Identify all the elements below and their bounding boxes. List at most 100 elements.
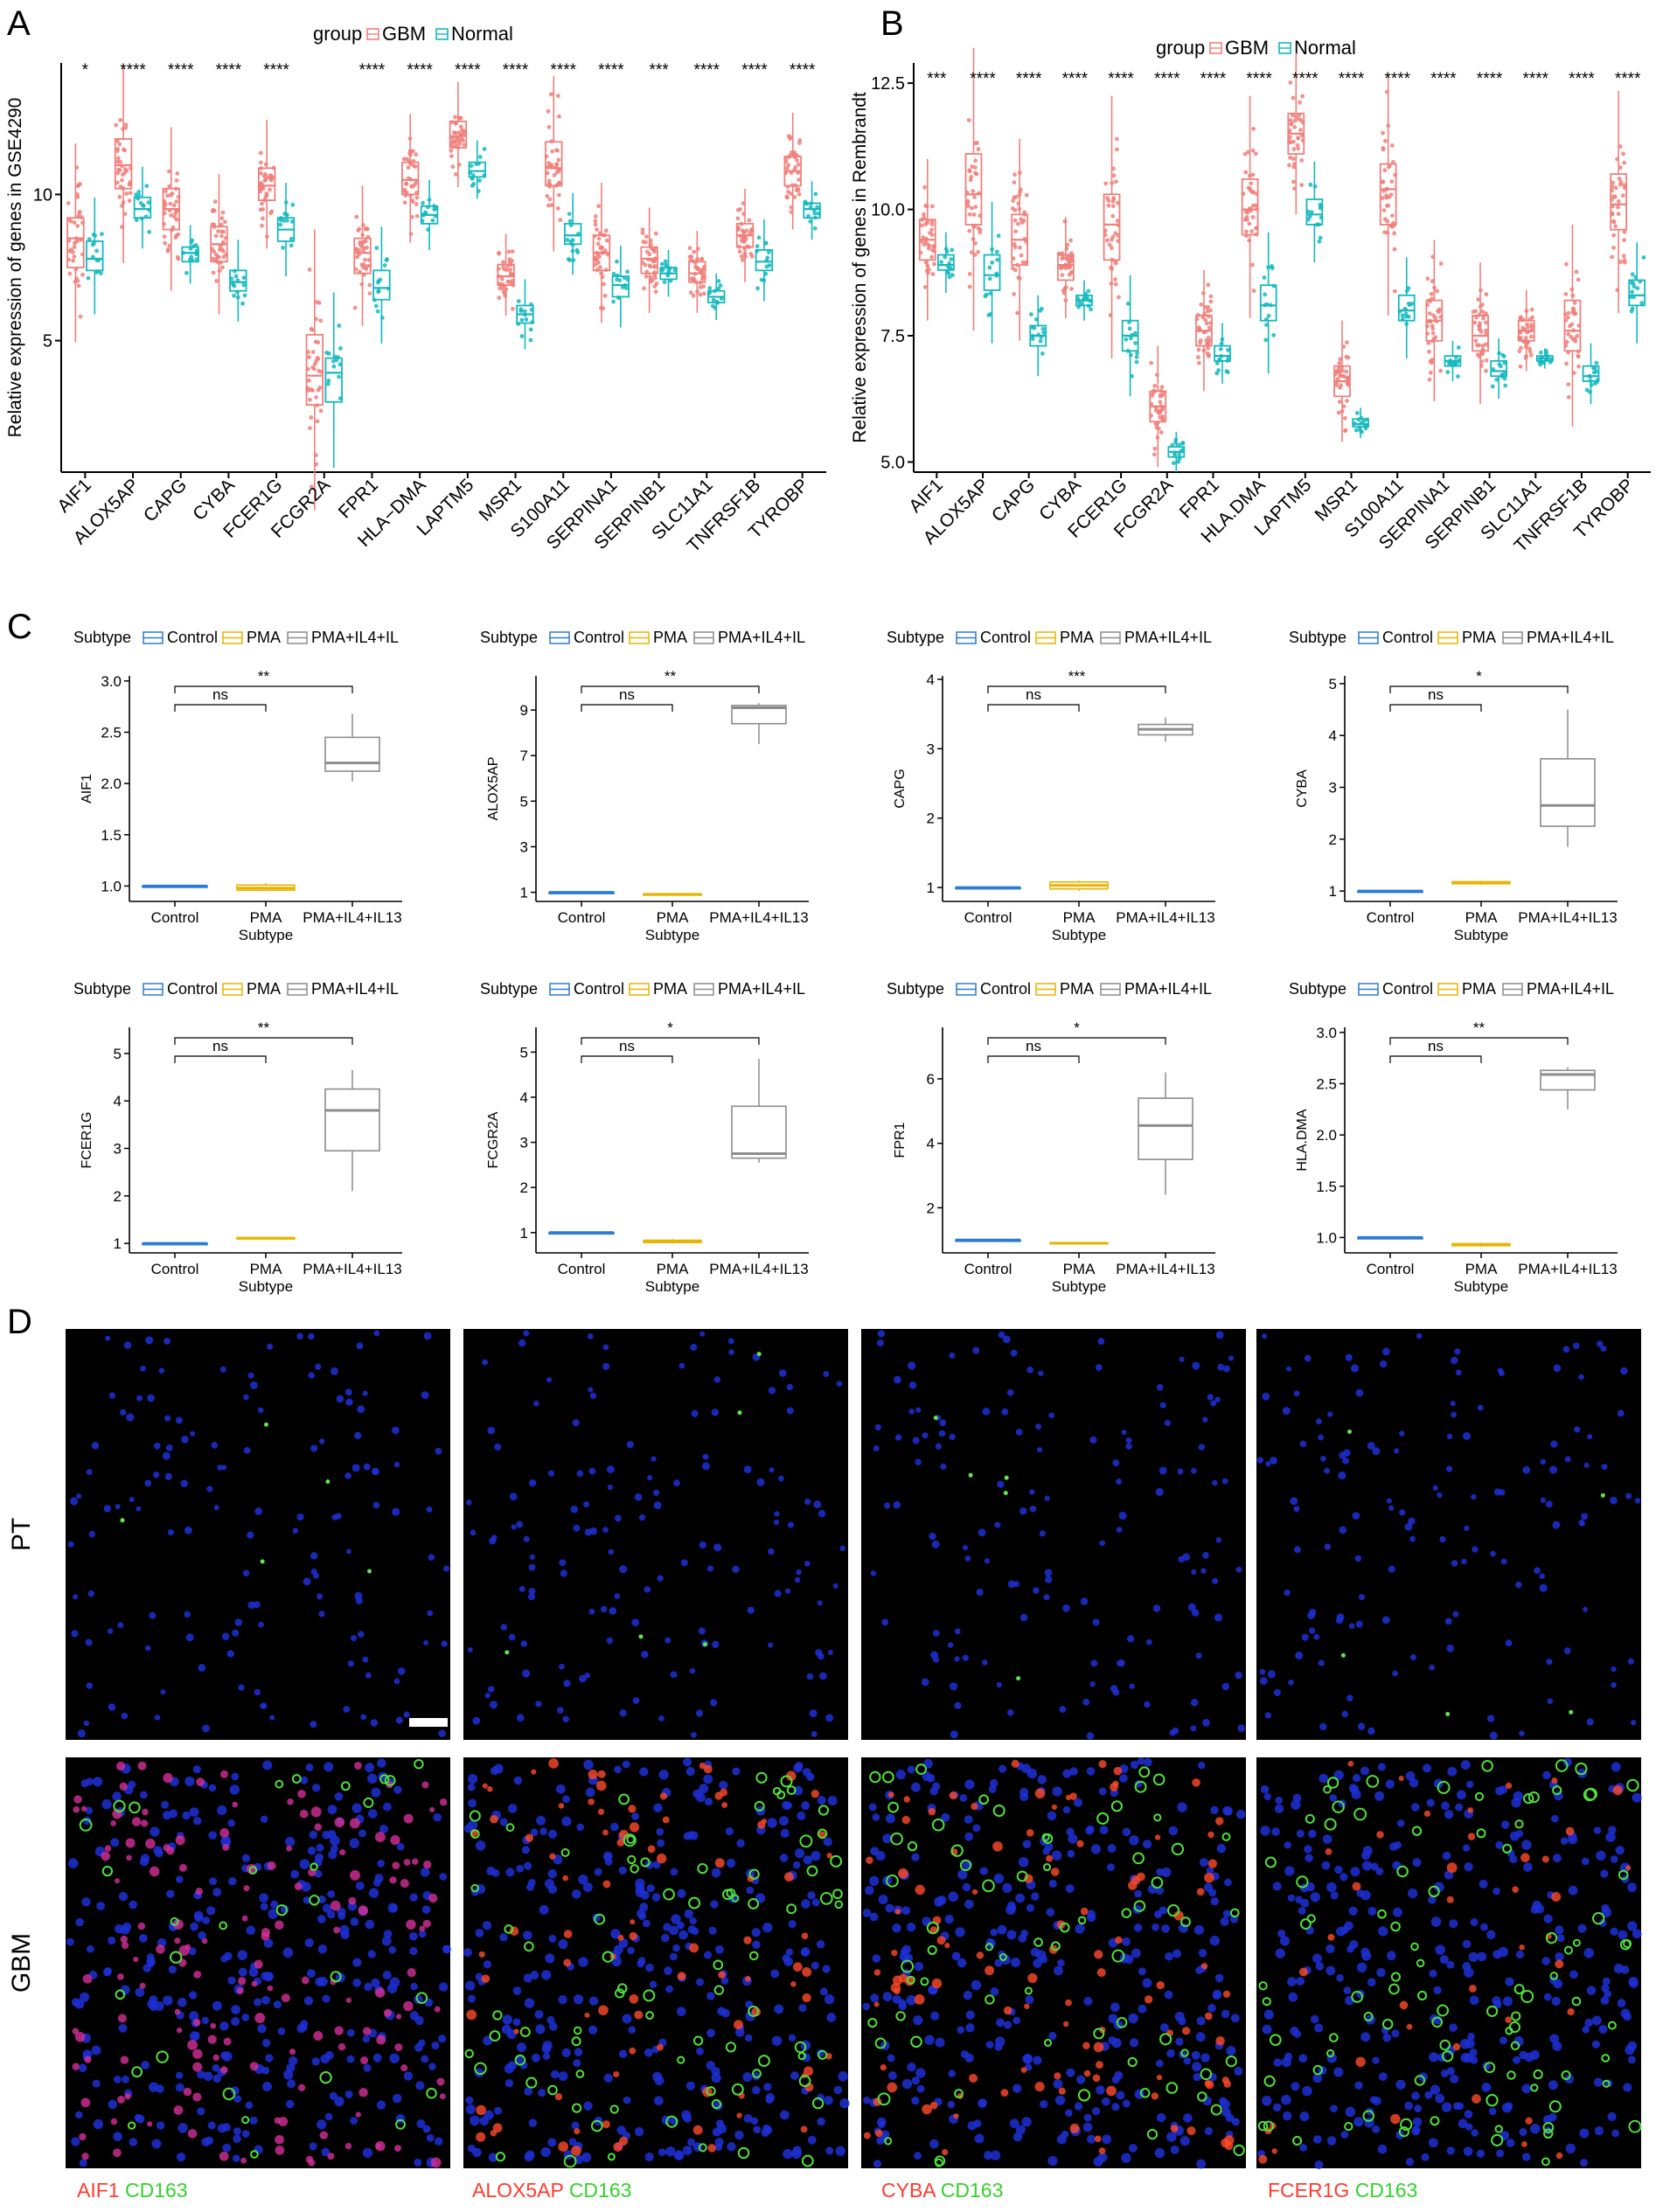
- marker-cell: [1399, 2000, 1409, 2010]
- nucleus: [227, 1819, 235, 1827]
- data-point: [263, 162, 268, 167]
- data-point: [1298, 128, 1303, 133]
- data-point: [1565, 315, 1570, 320]
- nucleus: [500, 1624, 508, 1631]
- data-point: [1358, 428, 1363, 433]
- data-point: [213, 252, 219, 257]
- data-point: [1288, 135, 1292, 140]
- nucleus: [908, 1381, 917, 1389]
- marker-cell: [1551, 1777, 1558, 1784]
- nucleus: [416, 2118, 426, 2128]
- nucleus: [678, 1930, 688, 1940]
- nucleus: [1217, 1363, 1225, 1371]
- nucleus: [1455, 1803, 1464, 1812]
- nucleus: [540, 2146, 551, 2158]
- data-point: [497, 251, 501, 255]
- nucleus: [149, 1995, 158, 2004]
- marker-cell: [563, 1930, 573, 1938]
- nucleus: [957, 2026, 965, 2035]
- cd163-cell: [1530, 2083, 1539, 2092]
- marker-cell: [195, 1888, 203, 1896]
- data-point: [716, 286, 721, 291]
- x-tick-label: PMA: [657, 1261, 690, 1277]
- panel-c-plot-fpr1: Subtype Control PMA PMA+IL4+IL246FPR1Contro…: [887, 980, 1215, 1295]
- nucleus: [114, 1923, 124, 1934]
- nucleus: [311, 1784, 321, 1792]
- nucleus: [965, 2023, 975, 2033]
- box-normal: [803, 202, 821, 219]
- nucleus: [258, 1621, 264, 1628]
- data-point: [1570, 293, 1576, 298]
- x-tick-label: PMA: [657, 909, 690, 926]
- data-point: [123, 167, 128, 171]
- nucleus: [1256, 1457, 1264, 1464]
- nucleus: [877, 1330, 886, 1338]
- nucleus: [791, 2148, 802, 2160]
- marker-cell: [1525, 2117, 1533, 2125]
- data-point: [462, 129, 466, 134]
- significance-label: ***: [927, 70, 947, 88]
- data-point: [739, 254, 744, 259]
- nucleus: [1456, 2102, 1465, 2111]
- nucleus: [689, 1667, 696, 1674]
- data-point: [1288, 80, 1293, 85]
- cd163-cell: [1592, 1912, 1605, 1925]
- data-point: [314, 395, 318, 400]
- nucleus: [1509, 1831, 1520, 1841]
- nucleus: [1513, 1791, 1524, 1802]
- nucleus: [914, 1961, 924, 1972]
- data-point: [1427, 311, 1432, 316]
- nucleus: [542, 2041, 553, 2051]
- marker-cell: [616, 1839, 625, 1847]
- box-gbm: [66, 217, 85, 268]
- gbm-image-3: [861, 1757, 1246, 2169]
- nucleus: [1582, 2025, 1590, 2034]
- marker-cell: [914, 1994, 925, 2005]
- nucleus: [561, 2048, 571, 2057]
- nucleus: [957, 1958, 967, 1968]
- nucleus: [811, 1961, 819, 1970]
- nucleus: [1615, 1846, 1625, 1855]
- data-point: [363, 239, 368, 244]
- cd163-cell: [1491, 2133, 1504, 2146]
- nucleus: [1354, 1555, 1362, 1562]
- cd163-cell: [713, 1959, 724, 1971]
- marker-cell: [894, 1909, 901, 1915]
- data-point: [969, 250, 974, 255]
- nucleus: [1523, 1862, 1533, 1872]
- nucleus: [1450, 2074, 1459, 2083]
- data-point: [1336, 410, 1341, 415]
- nucleus: [573, 2059, 581, 2068]
- nucleus: [381, 1936, 392, 1946]
- nucleus: [533, 1401, 539, 1407]
- nucleus: [699, 1331, 706, 1337]
- nucleus: [806, 1673, 814, 1680]
- cd163-cell: [469, 1810, 481, 1822]
- data-point: [117, 168, 122, 173]
- data-point: [219, 216, 225, 221]
- data-point: [1456, 374, 1460, 379]
- marker-cell: [890, 1982, 901, 1993]
- data-point: [567, 212, 572, 217]
- data-point: [653, 275, 658, 281]
- nucleus: [1022, 1840, 1032, 1849]
- nucleus: [1214, 1613, 1222, 1622]
- y-axis-title: AIF1: [80, 774, 94, 803]
- gbm-image-2: [463, 1757, 850, 2168]
- nucleus: [978, 1528, 986, 1537]
- y-tick-label: 2.0: [1316, 1127, 1337, 1144]
- data-point: [1426, 340, 1431, 345]
- nucleus: [965, 2010, 975, 2020]
- data-point: [1291, 95, 1296, 101]
- nucleus: [573, 1524, 581, 1532]
- nucleus: [1620, 1367, 1628, 1375]
- data-point: [1622, 238, 1626, 242]
- nucleus: [1506, 2139, 1515, 2147]
- marker-cell: [81, 1805, 87, 1812]
- nucleus: [379, 1824, 388, 1833]
- marker-cell: [1115, 1936, 1123, 1944]
- nucleus: [202, 1724, 210, 1733]
- nucleus: [922, 1771, 932, 1782]
- positive-cell: [260, 1559, 265, 1564]
- data-point: [967, 272, 972, 276]
